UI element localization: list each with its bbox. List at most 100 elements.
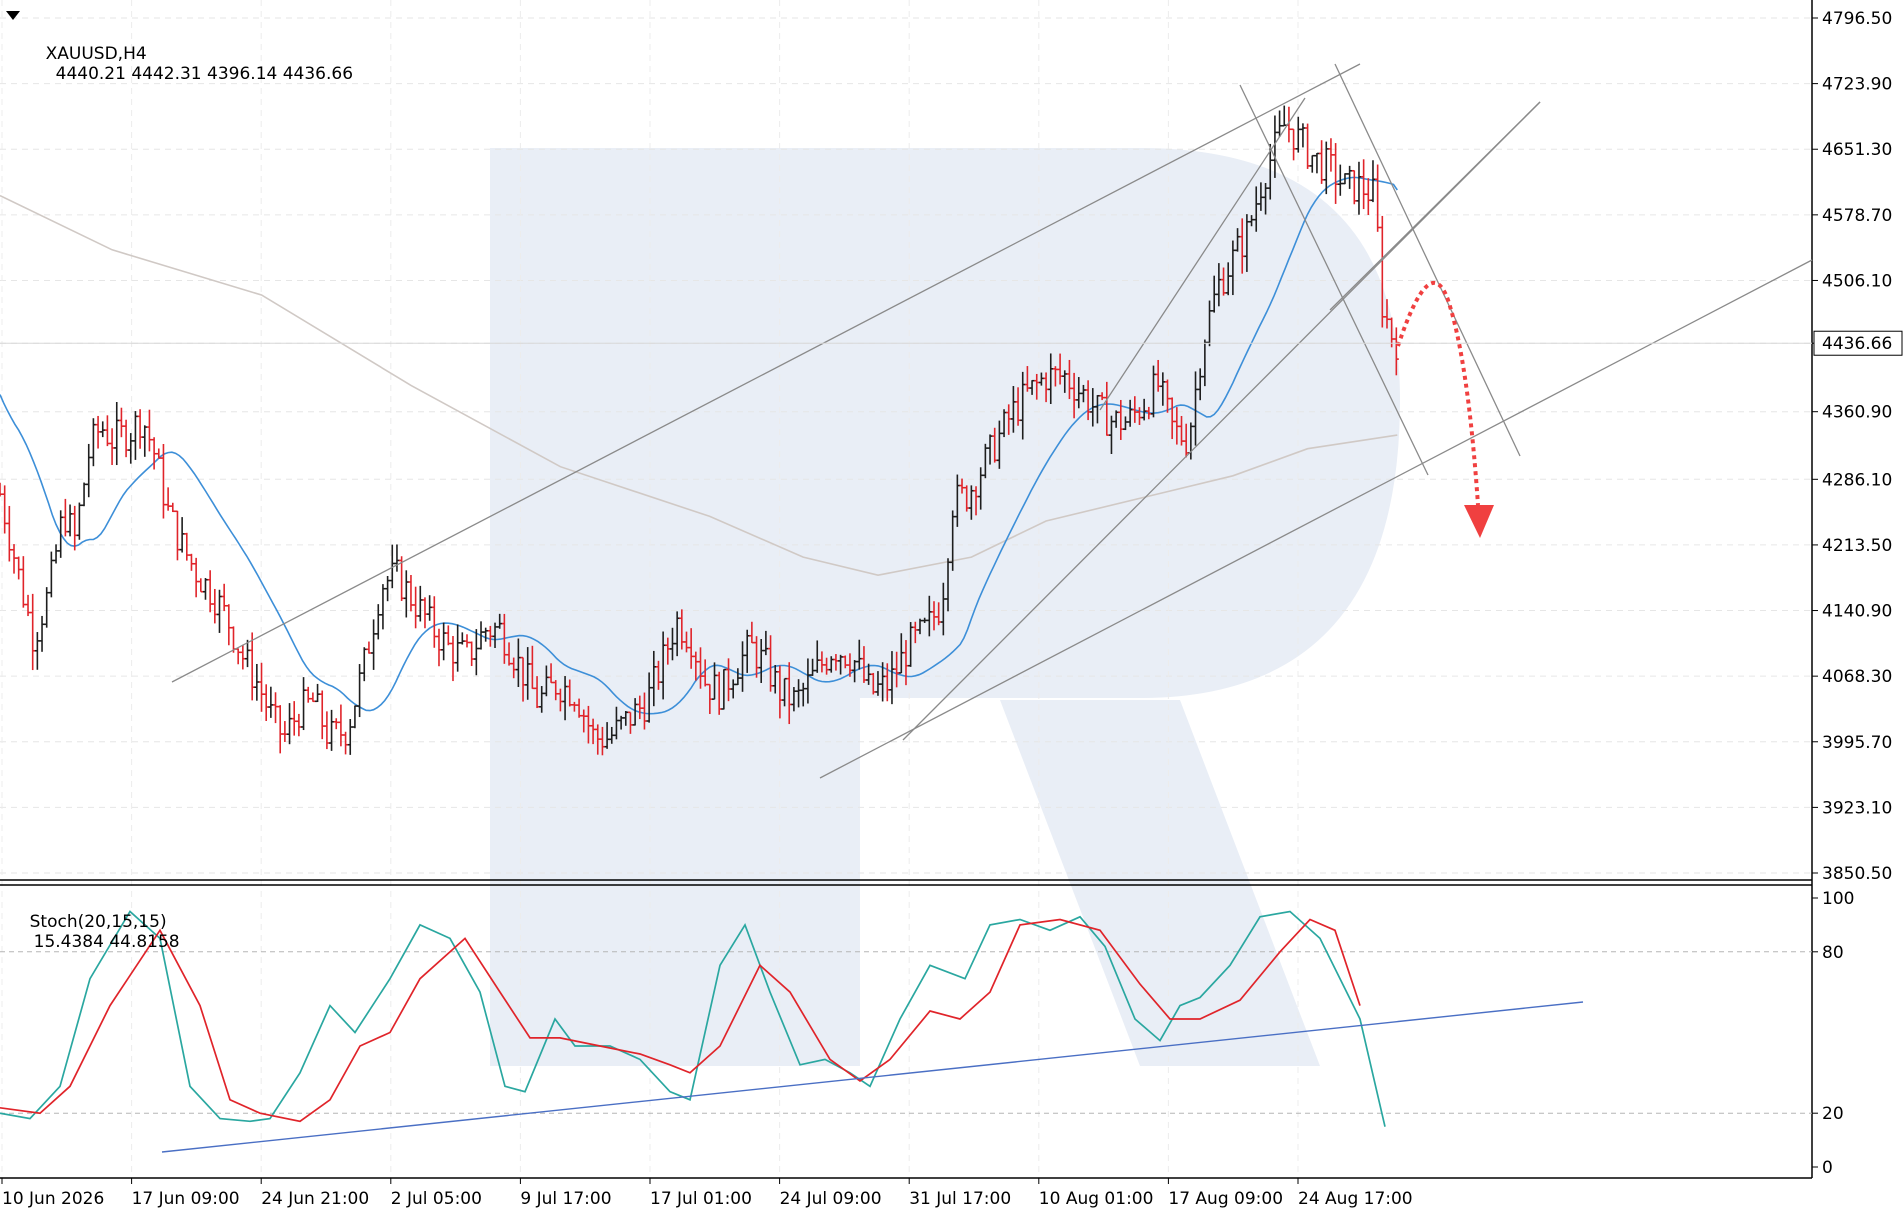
watermark-leg (1000, 700, 1320, 1066)
stoch-label: Stoch(20,15,15) (29, 912, 167, 932)
ohlc-bar (707, 683, 713, 714)
ohlc-bar (688, 628, 694, 669)
ohlc-bar (866, 663, 872, 685)
ohlc-bar (665, 637, 671, 665)
ohlc-bar (1020, 371, 1026, 440)
ohlc-bar (1104, 381, 1110, 436)
price-tick-label: 4436.66 (1822, 334, 1892, 354)
ohlc-bar (343, 731, 349, 755)
time-tick-label: 24 Jun 21:00 (261, 1189, 369, 1209)
ohlc-bar (6, 505, 12, 562)
ohlc-bar (964, 485, 970, 512)
ohlc-bar (814, 640, 820, 673)
symbol-label: XAUUSD,H4 (45, 44, 147, 64)
ohlc-bar (20, 556, 26, 608)
ohlc-bar (473, 629, 479, 676)
ohlc-bar (571, 701, 577, 712)
ohlc-bar (235, 648, 241, 665)
stoch-header: Stoch(20,15,15) 15.4384 44.8158 (8, 892, 180, 972)
ohlc-bar (810, 658, 816, 676)
ohlc-bar (469, 641, 475, 667)
ohlc-bar (838, 654, 844, 675)
ohlc-bar (847, 653, 853, 677)
ohlc-bar (1267, 143, 1273, 200)
ohlc-bar (1342, 173, 1348, 185)
ohlc-bar (53, 544, 59, 564)
ohlc-bar (226, 604, 232, 646)
ohlc-bar (716, 671, 722, 715)
price-tick-label: 3923.10 (1822, 798, 1892, 818)
ohlc-bar (940, 582, 946, 636)
chart-menu-triangle-icon[interactable] (6, 11, 20, 20)
ohlc-bar (749, 621, 755, 644)
ohlc-bar (1062, 370, 1068, 393)
ohlc-bar (903, 640, 909, 686)
ohlc-bar (170, 502, 176, 513)
ohlc-bar (427, 595, 433, 621)
ohlc-bar (926, 595, 932, 637)
ohlc-bar (1351, 169, 1357, 205)
ohlc-bar (1249, 215, 1255, 227)
ohlc-bar (758, 638, 764, 683)
ohlc-bar (1225, 262, 1231, 296)
ma-fast-line (0, 176, 1398, 715)
ohlc-bar (399, 556, 405, 601)
ohlc-bar (982, 443, 988, 479)
ohlc-bar (329, 709, 335, 751)
ohlc-bar (497, 613, 503, 629)
ohlc-bar (184, 532, 190, 561)
ohlc-bar (861, 646, 867, 683)
ohlc-bar (146, 409, 152, 452)
ohlc-bar (637, 695, 643, 720)
ohlc-bar (557, 688, 563, 712)
ohlc-bar (842, 655, 848, 669)
ohlc-bar (1207, 300, 1213, 347)
ohlc-bar (730, 679, 736, 699)
ohlc-bar (1113, 410, 1119, 428)
ohlc-bar (1197, 368, 1203, 401)
ohlc-bar (1272, 115, 1278, 178)
ohlc-bar (1146, 406, 1152, 420)
ohlc-bar (660, 631, 666, 700)
ohlc-bar (132, 411, 138, 460)
ohlc-bar (90, 418, 96, 467)
ohlc-bar (441, 622, 447, 661)
ohlc-bar (1080, 384, 1086, 403)
ohlc-bar (202, 578, 208, 600)
ohlc-bar (338, 704, 344, 747)
ohlc-bar (76, 502, 82, 540)
ohlc-bar (422, 597, 428, 629)
ohlc-bar (357, 664, 363, 718)
ohlc-bar (721, 668, 727, 710)
price-tick-label: 4213.50 (1822, 536, 1892, 556)
ohlc-bar (1160, 372, 1166, 406)
ohlc-bar (361, 647, 367, 682)
ohlc-bar (455, 624, 461, 672)
ohlc-bar (1029, 379, 1035, 395)
ohlc-bar (436, 628, 442, 667)
ohlc-bar (576, 698, 582, 718)
ohlc-bar (880, 662, 886, 702)
ohlc-bar (1179, 415, 1185, 446)
ohlc-bar (1150, 365, 1156, 418)
ohlc-bar (67, 504, 73, 537)
ohlc-bar (263, 684, 269, 722)
time-axis: 10 Jun 2026 17 Jun 09:00 24 Jun 21:00 2 Jul… (1, 1178, 1413, 1209)
ohlc-bar (651, 650, 657, 707)
ohlc-bar (417, 585, 423, 622)
ohlc-values: 4440.21 4442.31 4396.14 4436.66 (55, 64, 354, 84)
ohlc-bar (856, 639, 862, 670)
ohlc-bar (249, 632, 255, 701)
ohlc-bar (884, 663, 890, 702)
ohlc-bar (11, 544, 17, 574)
ohlc-bar (777, 665, 783, 719)
ohlc-bar (1300, 123, 1306, 148)
ohlc-bar (959, 478, 965, 494)
ohlc-bar (1258, 182, 1264, 211)
ohlc-bar (1216, 263, 1222, 307)
ohlc-bar (609, 726, 615, 744)
trend-line (902, 101, 1541, 741)
ohlc-bar (1141, 398, 1147, 421)
ohlc-bar (1085, 380, 1091, 421)
trend-line (1329, 101, 1541, 311)
